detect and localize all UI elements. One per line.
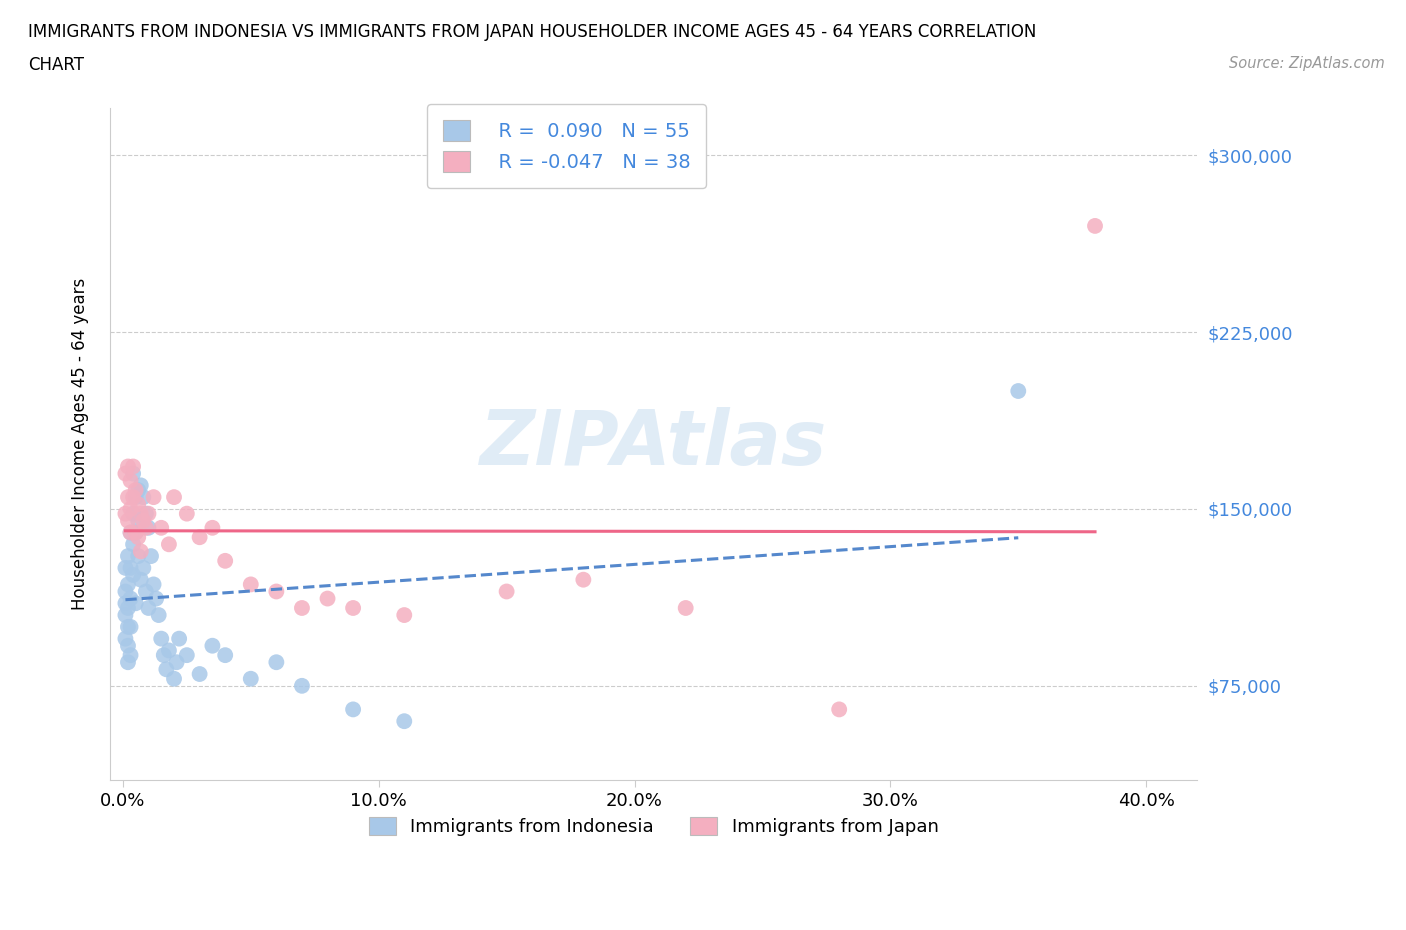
Point xyxy=(120,501,142,516)
Point xyxy=(495,584,517,599)
Point xyxy=(176,506,198,521)
Point xyxy=(120,561,142,576)
Point xyxy=(114,631,136,646)
Point xyxy=(117,577,139,591)
Point xyxy=(152,647,174,662)
Point xyxy=(266,584,288,599)
Point xyxy=(394,607,416,622)
Point xyxy=(145,591,167,606)
Point xyxy=(120,525,142,540)
Point xyxy=(117,601,139,616)
Point xyxy=(148,607,170,622)
Point xyxy=(114,607,136,622)
Point xyxy=(239,577,262,591)
Point xyxy=(1007,383,1029,398)
Point xyxy=(135,506,157,521)
Point xyxy=(157,537,180,551)
Point xyxy=(114,561,136,576)
Point xyxy=(135,584,157,599)
Point xyxy=(132,513,155,528)
Point xyxy=(163,671,186,686)
Point xyxy=(120,619,142,634)
Point xyxy=(127,530,149,545)
Point xyxy=(675,601,697,616)
Point xyxy=(124,596,146,611)
Point xyxy=(239,671,262,686)
Y-axis label: Householder Income Ages 45 - 64 years: Householder Income Ages 45 - 64 years xyxy=(72,278,89,610)
Point xyxy=(176,647,198,662)
Point xyxy=(828,702,851,717)
Point xyxy=(124,483,146,498)
Point xyxy=(122,466,145,481)
Point xyxy=(201,638,224,653)
Point xyxy=(163,490,186,505)
Point xyxy=(127,483,149,498)
Point xyxy=(214,553,236,568)
Point xyxy=(316,591,339,606)
Point xyxy=(342,702,364,717)
Point xyxy=(155,662,177,677)
Point xyxy=(132,561,155,576)
Point xyxy=(142,577,165,591)
Point xyxy=(117,638,139,653)
Point xyxy=(117,655,139,670)
Text: Source: ZipAtlas.com: Source: ZipAtlas.com xyxy=(1229,56,1385,71)
Point xyxy=(150,521,173,536)
Point xyxy=(342,601,364,616)
Text: CHART: CHART xyxy=(28,56,84,73)
Legend: Immigrants from Indonesia, Immigrants from Japan: Immigrants from Indonesia, Immigrants fr… xyxy=(360,807,948,845)
Point xyxy=(122,567,145,582)
Point xyxy=(127,497,149,512)
Point xyxy=(114,466,136,481)
Point xyxy=(127,513,149,528)
Point xyxy=(266,655,288,670)
Point xyxy=(117,513,139,528)
Point xyxy=(124,490,146,505)
Point xyxy=(572,572,595,587)
Point xyxy=(122,506,145,521)
Point xyxy=(117,619,139,634)
Point xyxy=(114,584,136,599)
Point xyxy=(201,521,224,536)
Point xyxy=(114,506,136,521)
Point xyxy=(117,459,139,474)
Point xyxy=(122,459,145,474)
Point xyxy=(129,478,152,493)
Point xyxy=(117,490,139,505)
Point xyxy=(124,525,146,540)
Point xyxy=(117,549,139,564)
Point xyxy=(120,647,142,662)
Point xyxy=(138,521,160,536)
Point xyxy=(394,713,416,728)
Text: ZIPAtlas: ZIPAtlas xyxy=(479,407,827,481)
Point xyxy=(150,631,173,646)
Point xyxy=(139,549,162,564)
Point xyxy=(135,521,157,536)
Point xyxy=(122,490,145,505)
Point xyxy=(129,544,152,559)
Point xyxy=(132,490,155,505)
Point xyxy=(214,647,236,662)
Point xyxy=(291,601,314,616)
Point xyxy=(157,643,180,658)
Point xyxy=(167,631,190,646)
Point xyxy=(122,537,145,551)
Point xyxy=(138,601,160,616)
Text: IMMIGRANTS FROM INDONESIA VS IMMIGRANTS FROM JAPAN HOUSEHOLDER INCOME AGES 45 - : IMMIGRANTS FROM INDONESIA VS IMMIGRANTS … xyxy=(28,23,1036,41)
Point xyxy=(142,490,165,505)
Point xyxy=(120,525,142,540)
Point xyxy=(1084,219,1107,233)
Point xyxy=(166,655,188,670)
Point xyxy=(291,678,314,693)
Point xyxy=(120,473,142,488)
Point xyxy=(127,549,149,564)
Point xyxy=(124,525,146,540)
Point xyxy=(138,506,160,521)
Point xyxy=(114,596,136,611)
Point xyxy=(120,591,142,606)
Point xyxy=(129,506,152,521)
Point xyxy=(188,667,211,682)
Point xyxy=(129,572,152,587)
Point xyxy=(188,530,211,545)
